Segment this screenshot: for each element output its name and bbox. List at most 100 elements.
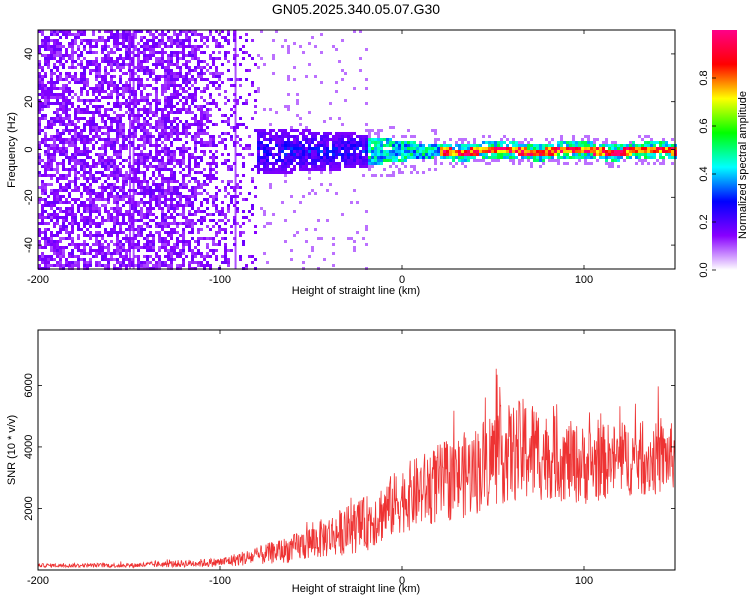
spectrogram-cell — [155, 123, 158, 126]
spectrogram-cell — [419, 156, 422, 159]
spectrogram-cell — [50, 69, 53, 72]
spectrogram-cell — [284, 156, 287, 159]
spectrogram-cell — [137, 126, 140, 129]
spectrogram-cell — [557, 150, 560, 153]
spectrogram-cell — [77, 147, 80, 150]
spectrogram-cell — [104, 42, 107, 45]
spectrogram-cell — [146, 114, 149, 117]
spectrogram-cell — [359, 159, 362, 162]
spectrogram-cell — [38, 243, 41, 246]
spectrogram-cell — [59, 51, 62, 54]
spectrogram-cell — [527, 150, 530, 153]
spectrogram-cell — [146, 222, 149, 225]
spectrogram-cell — [668, 147, 671, 150]
spectrogram-cell — [71, 207, 74, 210]
spectrogram-cell — [221, 132, 224, 135]
spectrogram-cell — [377, 138, 380, 141]
spectrogram-cell — [338, 135, 341, 138]
spectrogram-cell — [242, 162, 245, 165]
spectrogram-cell — [197, 162, 200, 165]
spectrogram-cell — [134, 78, 137, 81]
spectrogram-cell — [143, 117, 146, 120]
spectrogram-cell — [620, 144, 623, 147]
spectrogram-cell — [320, 33, 323, 36]
spectrogram-cell — [65, 189, 68, 192]
spectrogram-cell — [218, 210, 221, 213]
spectrogram-cell — [479, 144, 482, 147]
spectrogram-cell — [206, 36, 209, 39]
spectrogram-cell — [137, 258, 140, 261]
spectrogram-cell — [371, 165, 374, 168]
spectrogram-cell — [305, 135, 308, 138]
spectrogram-cell — [563, 153, 566, 156]
spectrogram-cell — [449, 150, 452, 153]
spectrogram-cell — [575, 156, 578, 159]
spectrogram-cell — [107, 57, 110, 60]
spectrogram-cell — [617, 153, 620, 156]
spectrogram-cell — [134, 96, 137, 99]
spectrogram-cell — [185, 129, 188, 132]
spectrogram-cell — [188, 264, 191, 267]
spectrogram-cell — [86, 138, 89, 141]
spectrogram-cell — [197, 192, 200, 195]
spectrogram-cell — [326, 132, 329, 135]
spectrogram-cell — [98, 198, 101, 201]
spectrogram-cell — [176, 57, 179, 60]
spectrogram-cell — [62, 87, 65, 90]
spectrogram-cell — [101, 144, 104, 147]
spectrogram-cell — [566, 156, 569, 159]
spectrogram-cell — [671, 144, 674, 147]
spectrogram-cell — [317, 150, 320, 153]
spectrogram-cell — [65, 264, 68, 267]
spectrogram-cell — [212, 72, 215, 75]
spectrogram-cell — [311, 246, 314, 249]
spectrogram-cell — [374, 174, 377, 177]
spectrogram-cell — [83, 165, 86, 168]
spectrogram-cell — [473, 147, 476, 150]
spectrogram-cell — [500, 141, 503, 144]
spectrogram-cell — [356, 135, 359, 138]
spectrogram-cell — [440, 150, 443, 153]
spectrogram-cell — [50, 45, 53, 48]
spectrogram-cell — [44, 234, 47, 237]
spectrogram-cell — [671, 156, 674, 159]
spectrogram-cell — [185, 54, 188, 57]
spectrogram-cell — [131, 225, 134, 228]
spectrogram-cell — [50, 255, 53, 258]
spectrogram-cell — [311, 36, 314, 39]
spectrogram-cell — [77, 207, 80, 210]
spectrogram-cell — [116, 222, 119, 225]
spectrogram-cell — [59, 87, 62, 90]
spectrogram-cell — [140, 108, 143, 111]
spectrogram-cell — [317, 144, 320, 147]
spectrogram-cell — [227, 168, 230, 171]
spectrogram-cell — [335, 138, 338, 141]
spectrogram-cell — [167, 156, 170, 159]
spectrogram-cell — [206, 108, 209, 111]
spectrogram-cell — [155, 42, 158, 45]
spectrogram-cell — [110, 66, 113, 69]
spectrogram-cell — [122, 96, 125, 99]
spectrogram-cell — [530, 150, 533, 153]
spectrogram-cell — [161, 264, 164, 267]
spectrogram-cell — [158, 75, 161, 78]
spectrogram-cell — [227, 165, 230, 168]
spectrogram-cell — [281, 45, 284, 48]
spectrogram-cell — [197, 207, 200, 210]
spectrogram-cell — [623, 147, 626, 150]
spectrogram-cell — [251, 84, 254, 87]
spectrogram-cell — [353, 240, 356, 243]
spectrogram-cell — [167, 117, 170, 120]
spectrogram-cell — [47, 204, 50, 207]
spectrogram-cell — [197, 72, 200, 75]
spectrogram-cell — [569, 144, 572, 147]
spectrogram-cell — [248, 144, 251, 147]
spectrogram-cell — [281, 147, 284, 150]
spectrogram-cell — [206, 45, 209, 48]
spectrogram-cell — [317, 165, 320, 168]
spectrogram-cell — [170, 159, 173, 162]
spectrogram-cell — [287, 159, 290, 162]
spectrogram-cell — [329, 162, 332, 165]
spectrogram-cell — [137, 264, 140, 267]
spectrogram-cell — [59, 36, 62, 39]
